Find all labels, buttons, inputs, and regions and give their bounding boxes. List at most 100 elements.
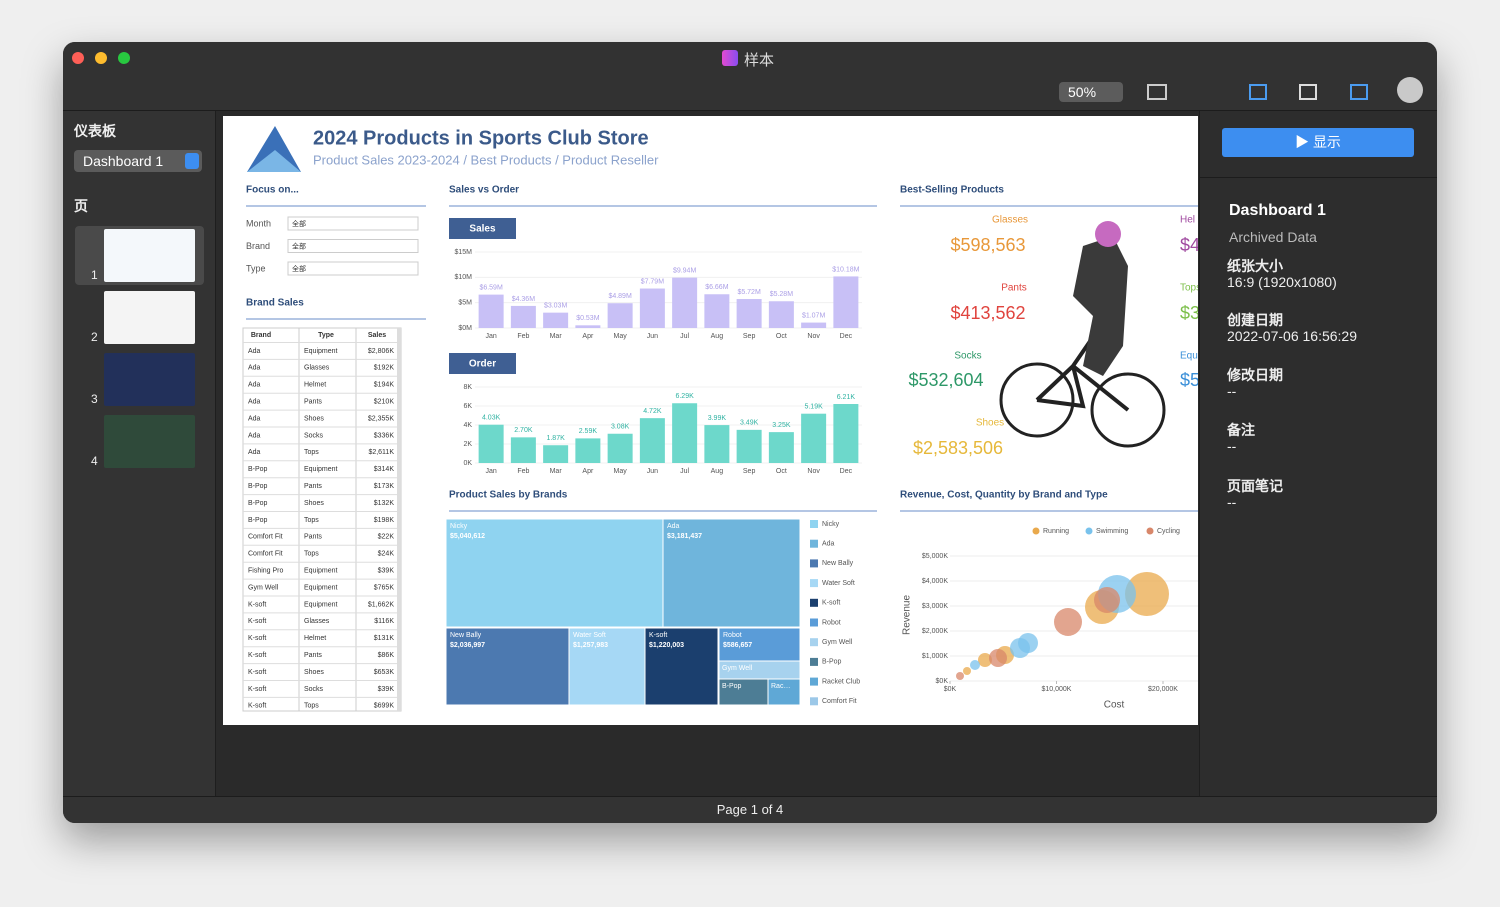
bar-value-label: 1.87K (546, 435, 565, 442)
x-tick-label: Apr (582, 333, 594, 340)
bar (478, 424, 504, 463)
dashboard-select[interactable]: Dashboard 1 (74, 150, 202, 172)
bar (639, 418, 665, 463)
x-tick-label: Jul (680, 468, 689, 475)
field-value: -- (1227, 494, 1237, 510)
present-icon[interactable] (1147, 84, 1167, 100)
product-name: Socks (954, 351, 981, 362)
page-thumbnail[interactable] (104, 415, 195, 468)
y-tick-label: $5M (458, 300, 472, 307)
bubble (1018, 633, 1039, 653)
x-tick-label: Jun (647, 333, 658, 340)
bar (704, 294, 730, 328)
table-cell: Equipment (304, 584, 338, 591)
product-value: $3 (1180, 303, 1198, 323)
table-cell: $653K (374, 669, 395, 676)
legend-label: Comfort Fit (822, 698, 857, 705)
x-tick-label: $0K (944, 686, 957, 693)
page-indicator: Page 1 of 4 (716, 802, 784, 817)
bike-wheel (1090, 372, 1166, 448)
right-panel-icon[interactable] (1350, 84, 1368, 100)
bar-value-label: $7.79M (641, 278, 665, 285)
tile-value: $2,036,997 (450, 642, 485, 649)
bar-value-label: $6.66M (705, 284, 729, 291)
table-cell: $39K (378, 568, 395, 575)
bar (607, 303, 633, 328)
section-title: Focus on... (246, 185, 299, 196)
minimize-button[interactable] (95, 52, 107, 64)
page-thumbnail[interactable] (104, 353, 195, 406)
y-tick-label: 4K (463, 422, 472, 429)
page-thumbnail[interactable] (104, 229, 195, 282)
left-panel-icon[interactable] (1249, 84, 1267, 100)
treemap-tile (445, 627, 570, 706)
zoom-button[interactable] (118, 52, 130, 64)
legend-swatch (810, 657, 818, 666)
play-icon: ▶ (1295, 134, 1313, 150)
filter-dropdown[interactable] (287, 261, 419, 276)
bar (607, 433, 633, 463)
dashboard-subtitle: Product Sales 2023-2024 / Best Products … (313, 152, 659, 167)
bar (736, 299, 762, 328)
y-tick-label: 6K (463, 403, 472, 410)
table-cell: Equipment (304, 348, 338, 355)
bar (575, 325, 601, 328)
bar-value-label: 3.99K (708, 415, 727, 422)
section-title: Product Sales by Brands (449, 490, 568, 501)
page-thumbnail[interactable] (104, 291, 195, 344)
panel-subtitle: Archived Data (1229, 229, 1317, 245)
table-cell: Shoes (304, 415, 324, 422)
x-tick-label: May (614, 468, 628, 475)
close-button[interactable] (72, 52, 84, 64)
legend-swatch (810, 598, 818, 607)
page-number: 3 (91, 392, 98, 406)
y-tick-label: 8K (463, 384, 472, 391)
section-title: Brand Sales (246, 298, 304, 309)
table-cell: $131K (374, 635, 395, 642)
bar-value-label: $0.53M (576, 315, 600, 322)
table-cell: Tops (304, 551, 319, 558)
table-cell: Comfort Fit (248, 534, 283, 541)
product-name: Glasses (992, 215, 1028, 226)
table-cell: K-soft (248, 703, 266, 710)
x-tick-label: Mar (550, 468, 563, 475)
page-number: 2 (91, 330, 98, 344)
bar (478, 294, 504, 328)
bar (639, 288, 665, 328)
bar (575, 438, 601, 463)
table-cell: Ada (248, 382, 261, 389)
zoom-select[interactable]: 50% (1059, 82, 1123, 102)
y-tick-label: $4,000K (922, 578, 948, 585)
table-cell: $699K (374, 703, 395, 710)
product-value: $413,562 (950, 303, 1025, 323)
field-label: 备注 (1227, 422, 1255, 438)
legend-label: Robot (822, 619, 841, 626)
legend-swatch (810, 677, 818, 686)
tile-value: $1,220,003 (649, 642, 684, 649)
x-tick-label: $20,000K (1148, 686, 1178, 693)
table-cell: $116K (374, 618, 394, 625)
y-tick-label: 2K (463, 441, 472, 448)
x-tick-label: Aug (711, 468, 724, 475)
show-button[interactable]: ▶ 显示 (1222, 128, 1414, 157)
filter-dropdown[interactable] (287, 216, 419, 231)
top-panel-icon[interactable] (1299, 84, 1317, 100)
legend-swatch (810, 559, 818, 568)
tile-name: Water Soft (573, 632, 606, 639)
table-cell: Ada (248, 348, 261, 355)
table-cell: Tops (304, 449, 319, 456)
table-cell: Ada (248, 432, 261, 439)
bar (768, 432, 794, 463)
table-header: Type (318, 332, 334, 339)
filter-dropdown[interactable] (287, 239, 419, 253)
table-cell: Pants (304, 483, 322, 490)
legend-label: B-Pop (822, 659, 842, 666)
legend-swatch (810, 697, 818, 706)
x-tick-label: Apr (582, 468, 594, 475)
field-value: 16:9 (1920x1080) (1227, 274, 1337, 290)
chart-label-box (449, 353, 516, 374)
y-tick-label: $3,000K (922, 603, 948, 610)
tile-name: B-Pop (722, 683, 742, 690)
avatar[interactable] (1397, 77, 1423, 103)
